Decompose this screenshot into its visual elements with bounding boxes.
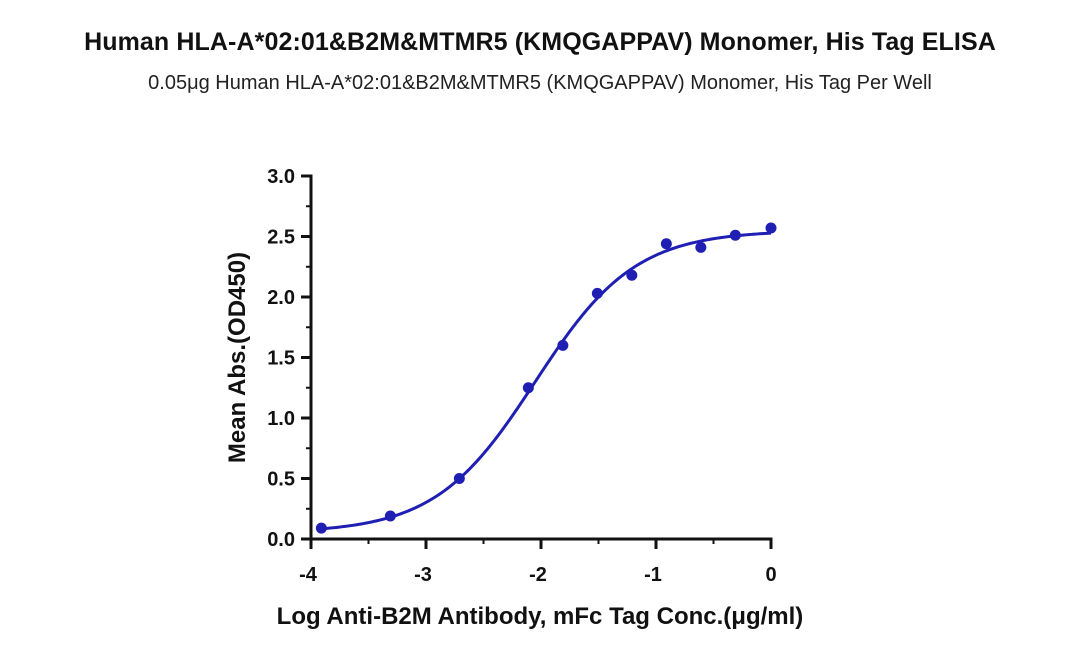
data-point	[729, 229, 741, 241]
data-point	[522, 382, 534, 394]
y-tick-label: 3.0	[267, 166, 295, 188]
data-point	[315, 522, 327, 534]
y-tick-label: 1.5	[267, 348, 295, 370]
data-point	[765, 222, 777, 234]
x-tick-label: -1	[644, 564, 662, 586]
data-point	[453, 473, 465, 484]
data-point	[660, 238, 672, 250]
data-point	[557, 339, 569, 351]
chart-subtitle: 0.05μg Human HLA-A*02:01&B2M&MTMR5 (KMQG…	[148, 72, 932, 94]
x-tick-label: 0	[765, 564, 776, 586]
data-points	[315, 222, 777, 534]
chart-title: Human HLA-A*02:01&B2M&MTMR5 (KMQGAPPAV) …	[84, 28, 996, 56]
data-point	[591, 287, 603, 299]
fit-curve	[321, 231, 772, 531]
y-axis-title: Mean Abs.(OD450)	[224, 252, 251, 463]
x-tick-label: -4	[299, 564, 318, 586]
data-point	[384, 510, 396, 522]
x-tick-label: -3	[414, 564, 432, 586]
y-tick-label: 0.5	[267, 469, 295, 491]
y-tick-label: 2.5	[267, 227, 295, 249]
y-tick-label: 2.0	[267, 287, 295, 309]
y-tick-label: 0.0	[267, 529, 295, 551]
data-point	[626, 269, 638, 281]
data-point	[695, 241, 707, 253]
y-tick-label: 1.0	[267, 408, 295, 430]
x-axis-title: Log Anti-B2M Antibody, mFc Tag Conc.(μg/…	[277, 603, 804, 630]
ticks: 0.0 0.5 1.0 1.5 2.0 2.5 3.0 -4 -3 -2 -1 0	[267, 166, 776, 586]
axes	[309, 174, 773, 541]
x-tick-label: -2	[529, 564, 547, 586]
